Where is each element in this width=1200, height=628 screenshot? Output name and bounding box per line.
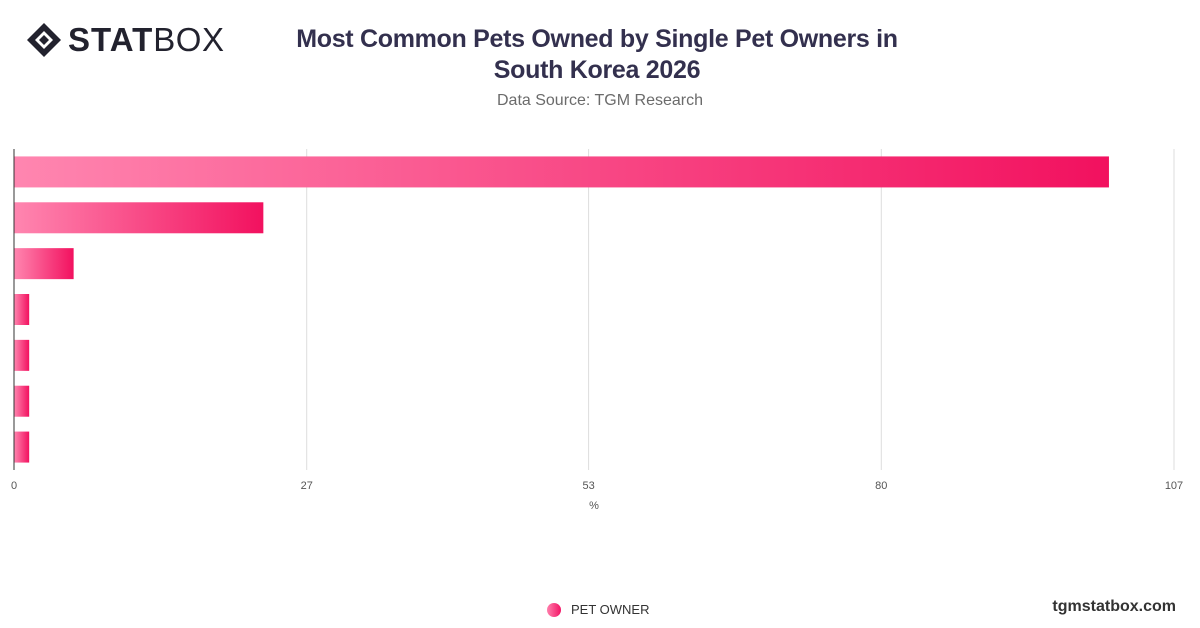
x-tick-label: 80 (875, 480, 887, 492)
chart-title-line-1: Most Common Pets Owned by Single Pet Own… (296, 25, 898, 53)
chart-subtitle: Data Source: TGM Research (496, 92, 703, 109)
x-tick-label: 53 (582, 480, 594, 492)
bar (14, 156, 1109, 188)
chart-title-line-2: South Korea 2026 (493, 56, 701, 84)
bar (14, 339, 30, 371)
chart-title: Most Common Pets Owned by Single Pet Own… (257, 24, 937, 86)
logo-text-light: BOX (153, 21, 225, 58)
x-tick-label: 0 (11, 480, 17, 492)
statbox-logo: STAT BOX (26, 21, 225, 58)
bar (14, 385, 30, 417)
bar (14, 248, 74, 280)
bar (14, 294, 30, 325)
x-axis-label: % (589, 500, 599, 512)
legend-marker (547, 602, 561, 617)
logo-text-bold: STAT (68, 21, 154, 58)
x-tick-label: 27 (301, 480, 313, 492)
bar (14, 431, 30, 463)
legend-label: PET OWNER (571, 602, 650, 617)
bar (14, 202, 264, 234)
website-credit: tgmstatbox.com (1052, 598, 1176, 615)
chart-legend[interactable]: PET OWNER (547, 602, 650, 617)
x-tick-label: 107 (1165, 480, 1183, 492)
statbox-logo-icon (27, 23, 61, 57)
